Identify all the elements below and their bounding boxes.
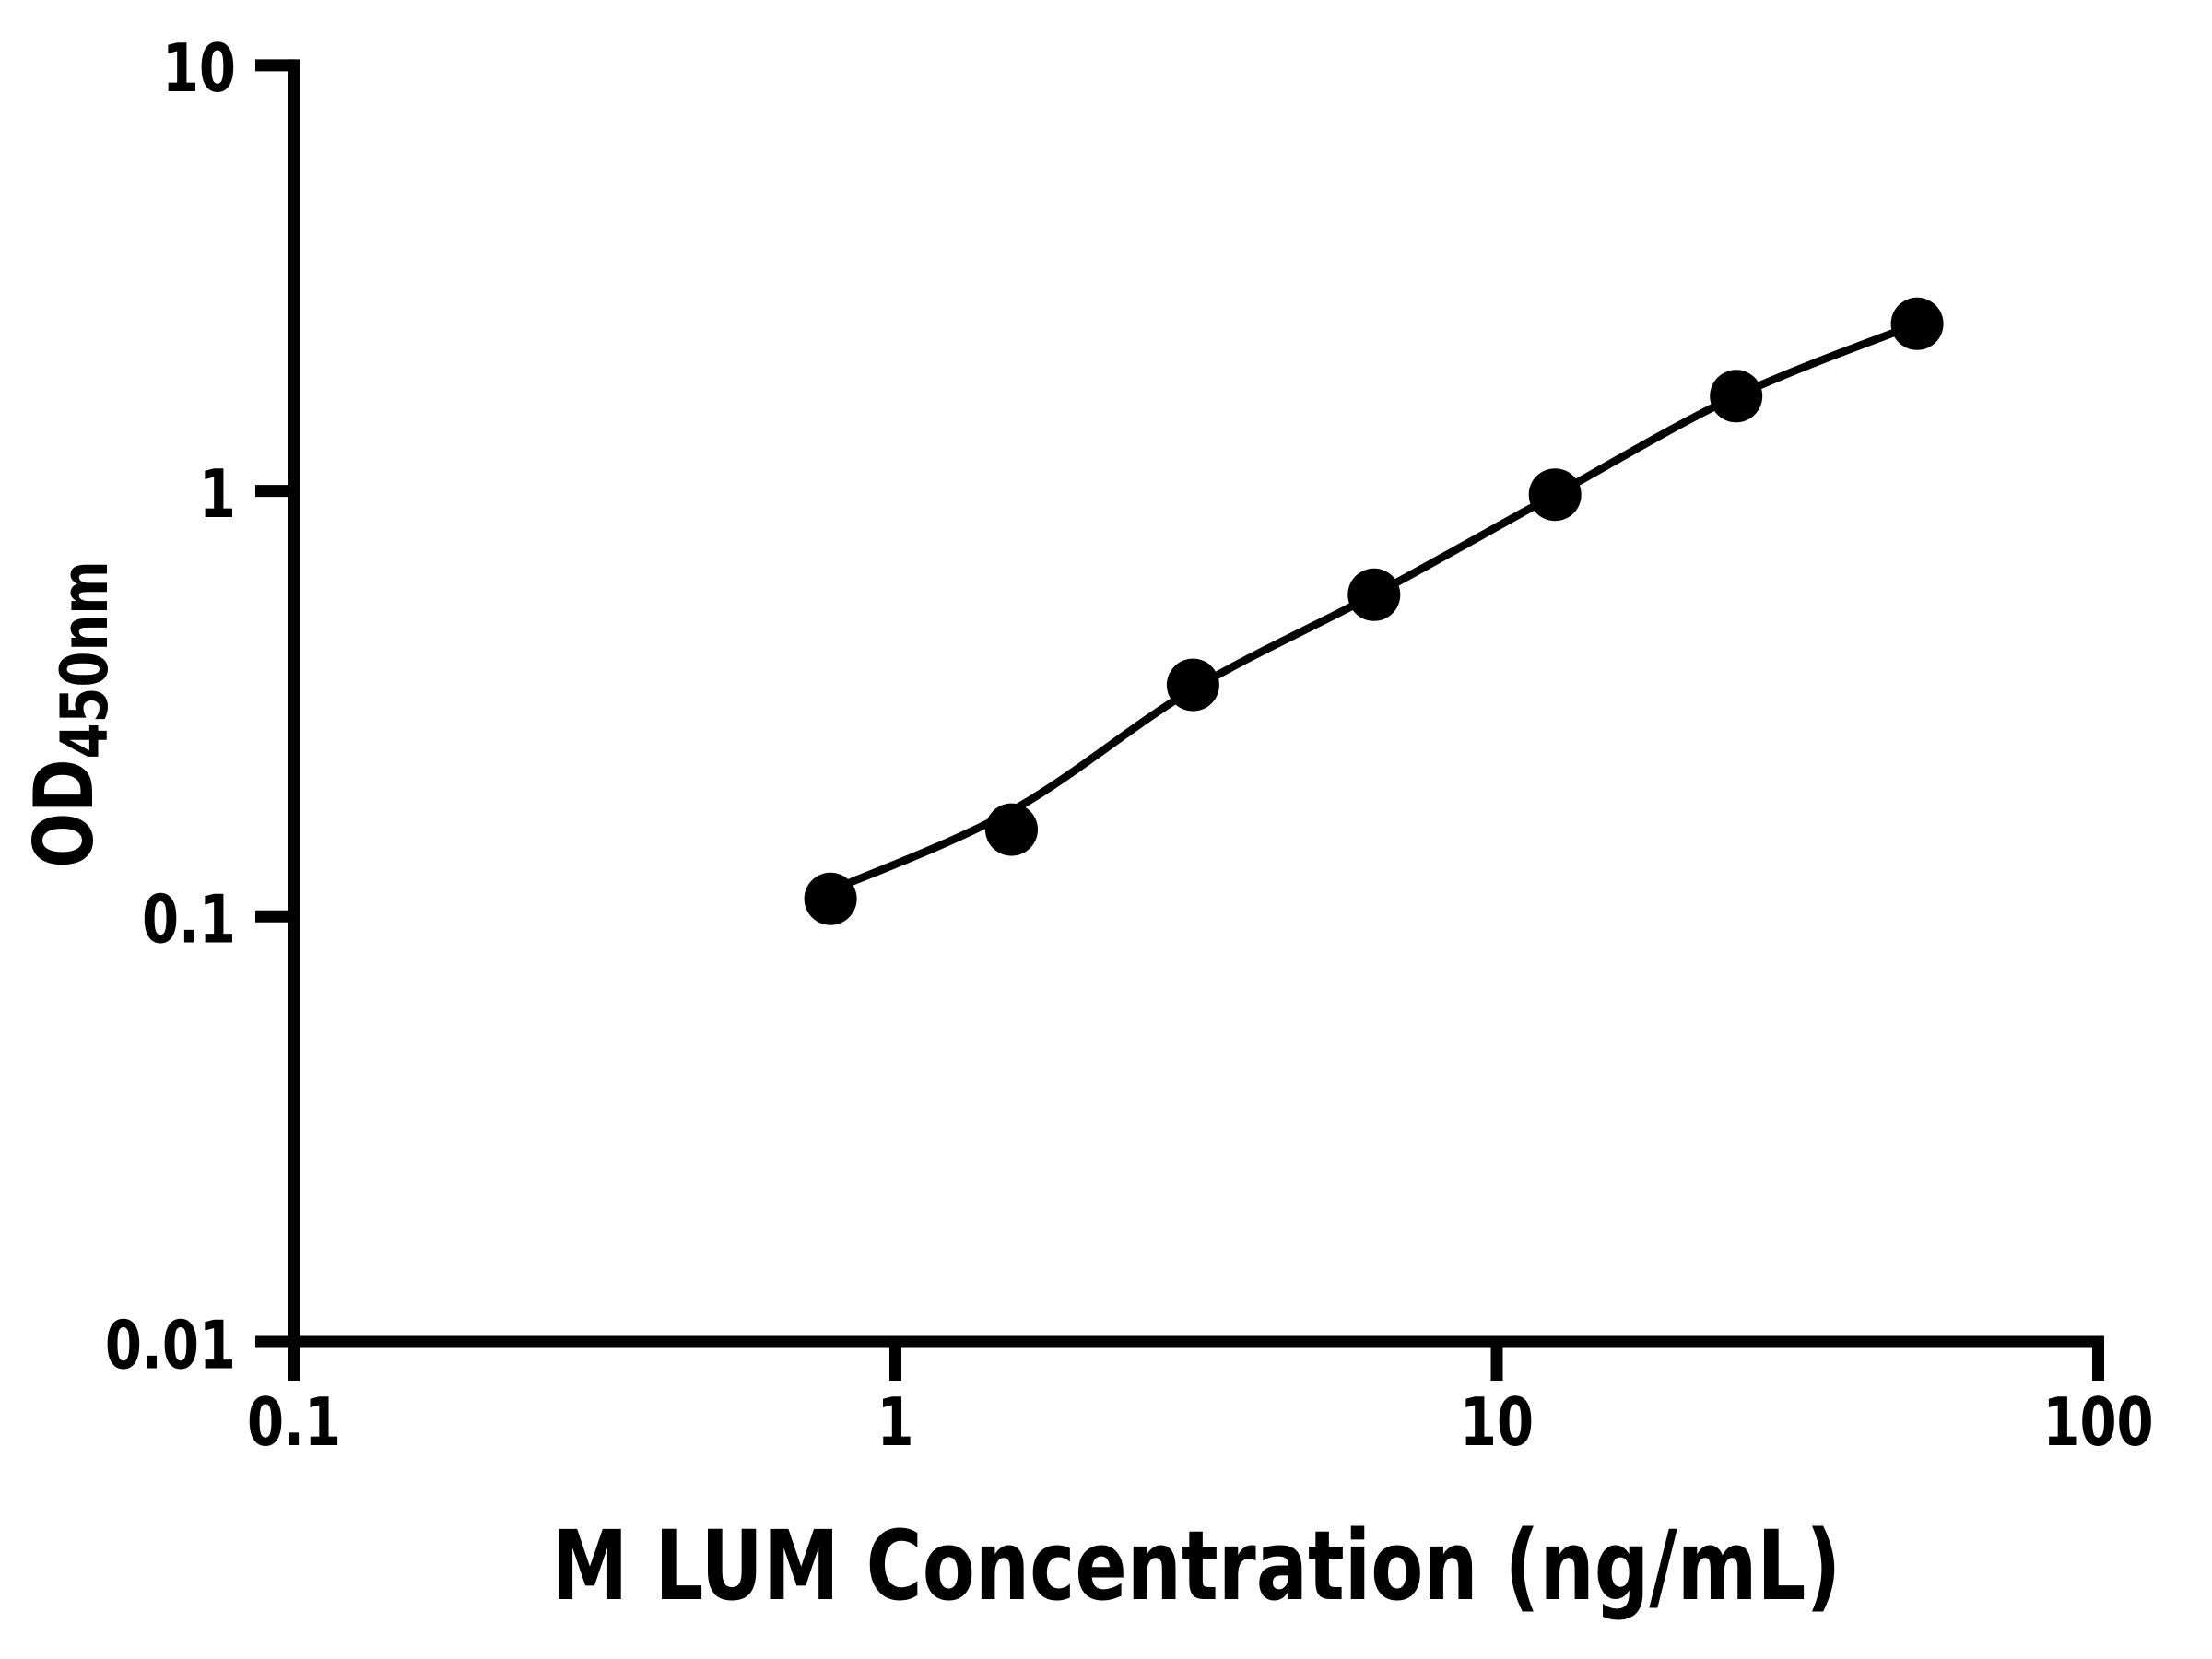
y-axis-title-subscript: 450nm xyxy=(47,560,123,759)
y-tick-label-group: 0.1 xyxy=(142,881,236,959)
x-axis-title: M LUM Concentration (ng/mL) xyxy=(552,1512,1841,1622)
x-tick-label-group: 10 xyxy=(1460,1384,1534,1462)
x-tick-label-group: 1 xyxy=(877,1384,913,1462)
y-tick-label-group: 0.01 xyxy=(105,1307,236,1384)
y-axis-title-group: OD450nm xyxy=(17,560,122,867)
data-point xyxy=(1347,568,1401,621)
x-tick-label: 0.1 xyxy=(247,1384,341,1462)
y-axis-title: OD450nm xyxy=(17,560,122,867)
y-tick-label: 0.01 xyxy=(105,1307,236,1384)
y-tick-label: 0.1 xyxy=(142,881,236,959)
data-point xyxy=(1710,370,1763,423)
x-tick-label-group: 100 xyxy=(2042,1384,2153,1462)
data-point xyxy=(1166,658,1219,712)
axes-layer xyxy=(255,59,2104,1381)
x-tick-label-group: 0.1 xyxy=(247,1384,341,1462)
data-point xyxy=(1890,297,1944,350)
y-tick-label-group: 10 xyxy=(162,30,236,108)
y-tick-label: 1 xyxy=(199,456,236,534)
x-tick-label: 1 xyxy=(877,1384,913,1462)
x-axis-title-group: M LUM Concentration (ng/mL) xyxy=(552,1512,1841,1622)
y-axis-title-main: OD xyxy=(17,759,112,867)
point-layer xyxy=(804,297,1944,925)
data-point xyxy=(1528,468,1582,522)
data-point xyxy=(985,803,1038,856)
y-tick-label-group: 1 xyxy=(199,456,236,534)
x-tick-label: 100 xyxy=(2042,1384,2153,1462)
data-point xyxy=(804,872,857,925)
y-tick-label: 10 xyxy=(162,30,236,108)
x-tick-label: 10 xyxy=(1460,1384,1534,1462)
